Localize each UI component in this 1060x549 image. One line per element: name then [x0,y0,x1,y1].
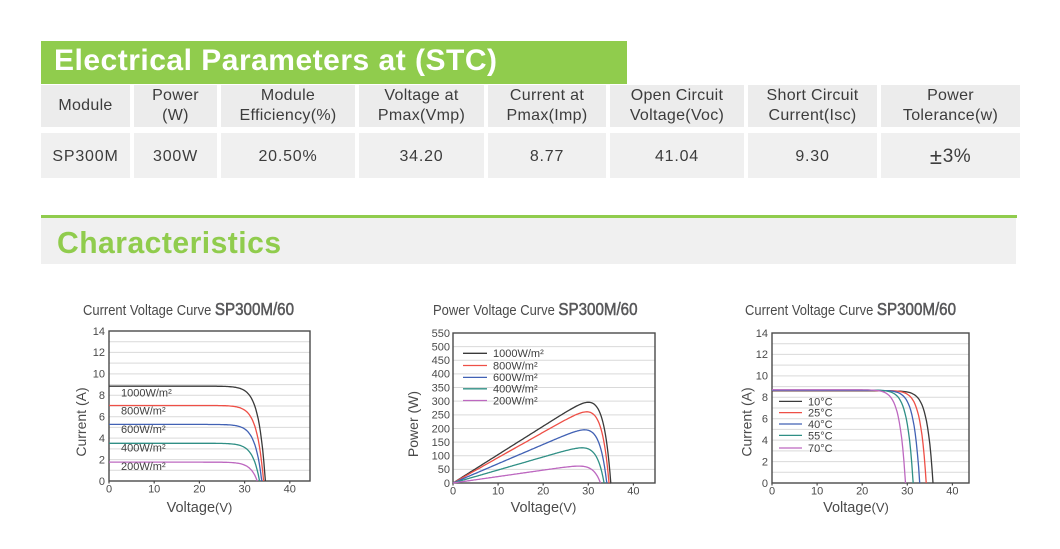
svg-text:6: 6 [762,414,768,426]
svg-text:Power (W): Power (W) [405,391,421,457]
svg-text:1000W/m²: 1000W/m² [121,387,172,399]
svg-text:30: 30 [582,486,594,498]
svg-text:10°C: 10°C [808,396,833,408]
svg-text:4: 4 [762,435,768,447]
svg-text:10: 10 [93,369,105,381]
svg-text:40°C: 40°C [808,419,833,431]
svg-text:Voltage(V): Voltage(V) [511,500,577,516]
svg-text:300: 300 [432,396,450,408]
svg-text:Current (A): Current (A) [73,387,89,456]
svg-text:10: 10 [148,484,160,496]
svg-text:Current (A): Current (A) [739,387,755,456]
svg-text:10: 10 [492,486,504,498]
svg-text:2: 2 [99,454,105,466]
svg-text:600W/m²: 600W/m² [121,424,166,436]
svg-text:500: 500 [432,341,450,353]
svg-text:6: 6 [99,412,105,424]
svg-text:400: 400 [432,369,450,381]
svg-text:Current Voltage Curve SP300M/6: Current Voltage Curve SP300M/60 [83,300,294,319]
svg-text:150: 150 [432,437,450,449]
svg-text:70°C: 70°C [808,443,833,455]
svg-text:14: 14 [93,326,105,338]
svg-text:Voltage(V): Voltage(V) [167,500,233,516]
svg-text:0: 0 [769,486,775,498]
svg-text:30: 30 [901,486,913,498]
svg-text:0: 0 [450,486,456,498]
svg-text:800W/m²: 800W/m² [121,405,166,417]
svg-text:0: 0 [106,484,112,496]
svg-text:600W/m²: 600W/m² [493,372,538,384]
svg-text:12: 12 [756,349,768,361]
svg-text:100: 100 [432,451,450,463]
svg-text:14: 14 [756,328,768,340]
svg-text:30: 30 [238,484,250,496]
svg-text:250: 250 [432,410,450,422]
svg-text:25°C: 25°C [808,408,833,420]
svg-text:400W/m²: 400W/m² [493,384,538,396]
svg-text:200W/m²: 200W/m² [121,461,166,473]
svg-text:Power Voltage Curve SP300M/60: Power Voltage Curve SP300M/60 [433,300,638,319]
svg-text:20: 20 [537,486,549,498]
svg-text:800W/m²: 800W/m² [493,360,538,372]
svg-text:550: 550 [432,328,450,340]
svg-text:1000W/m²: 1000W/m² [493,348,544,360]
svg-text:200W/m²: 200W/m² [493,395,538,407]
svg-text:0: 0 [444,478,450,490]
svg-text:8: 8 [99,390,105,402]
svg-text:20: 20 [193,484,205,496]
svg-text:2: 2 [762,456,768,468]
svg-text:0: 0 [762,478,768,490]
svg-text:4: 4 [99,433,105,445]
svg-text:40: 40 [946,486,958,498]
svg-text:450: 450 [432,355,450,367]
svg-text:Voltage(V): Voltage(V) [823,500,889,516]
svg-text:400W/m²: 400W/m² [121,443,166,455]
svg-text:40: 40 [627,486,639,498]
svg-text:20: 20 [856,486,868,498]
svg-text:50: 50 [438,464,450,476]
svg-text:350: 350 [432,382,450,394]
svg-text:8: 8 [762,392,768,404]
svg-text:200: 200 [432,423,450,435]
svg-text:55°C: 55°C [808,430,833,442]
svg-text:40: 40 [284,484,296,496]
svg-text:10: 10 [756,371,768,383]
svg-text:Current Voltage Curve SP300M/6: Current Voltage Curve SP300M/60 [745,300,956,319]
svg-text:12: 12 [93,347,105,359]
svg-text:10: 10 [811,486,823,498]
svg-text:0: 0 [99,476,105,488]
